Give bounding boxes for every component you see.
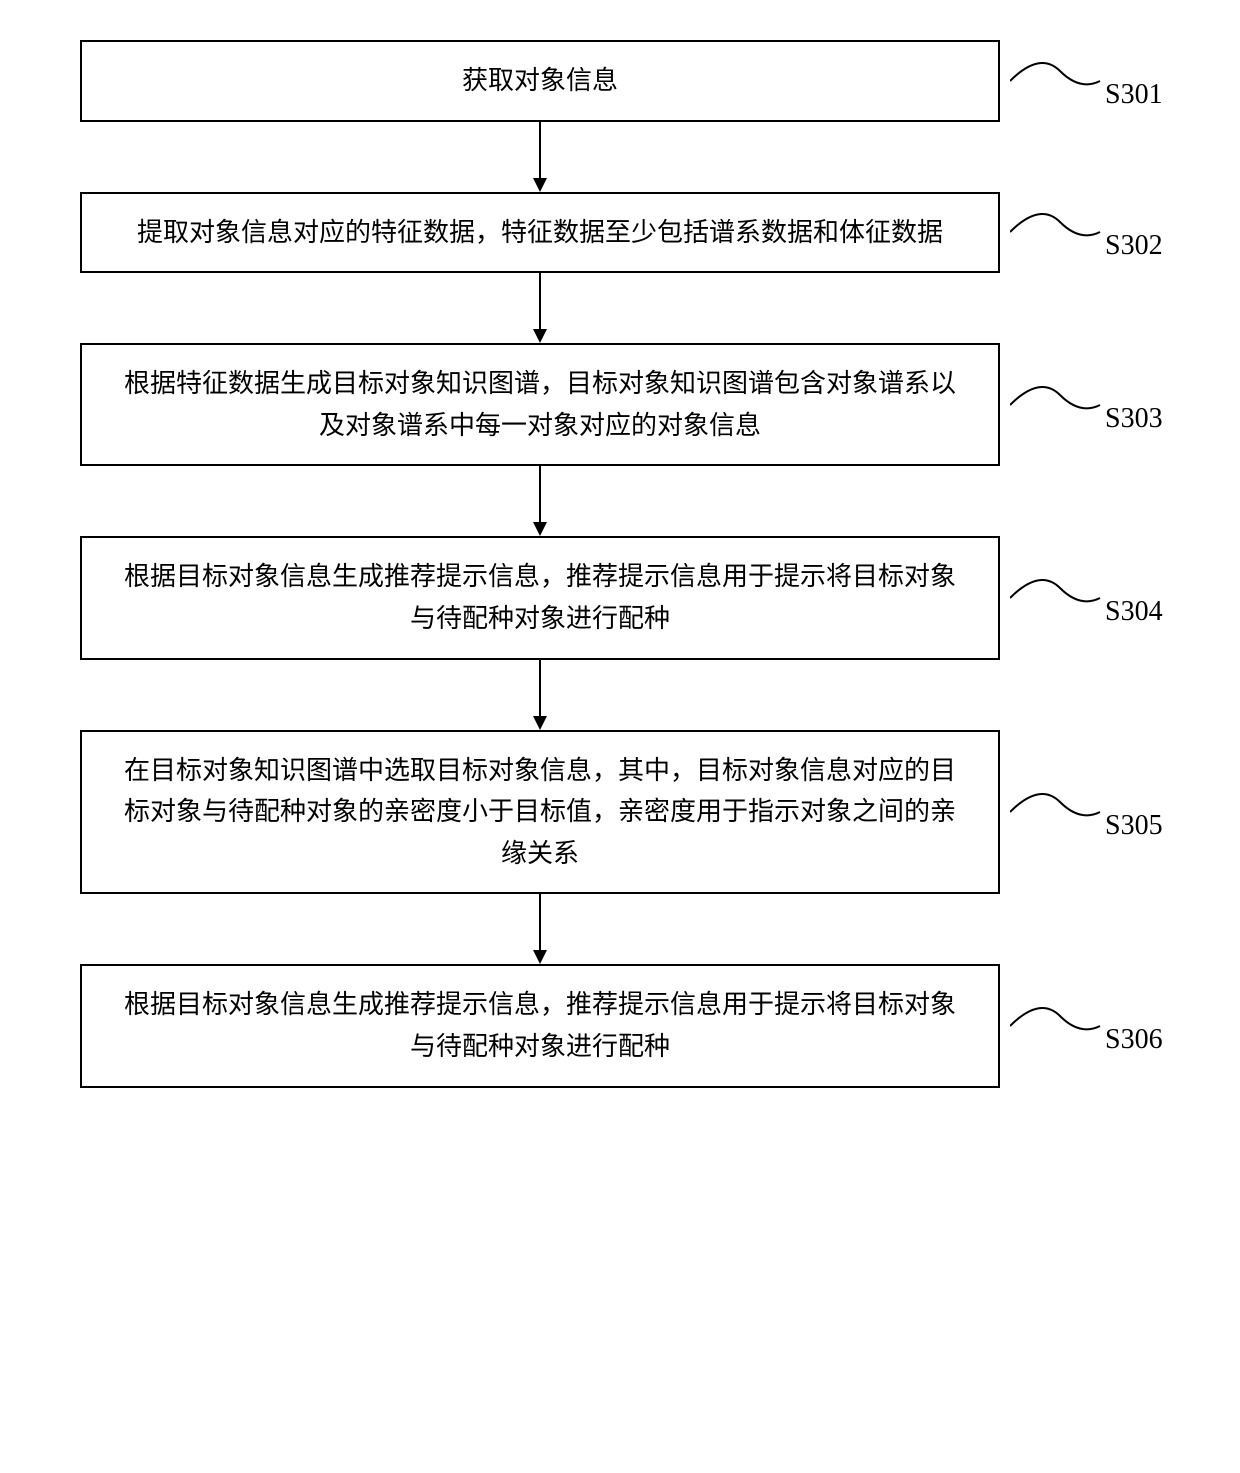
- label-container: S302: [1010, 202, 1210, 262]
- label-container: S304: [1010, 568, 1210, 628]
- step-row: 根据目标对象信息生成推荐提示信息，推荐提示信息用于提示将目标对象与待配种对象进行…: [20, 964, 1220, 1087]
- step-text: 在目标对象知识图谱中选取目标对象信息，其中，目标对象信息对应的目标对象与待配种对…: [124, 756, 956, 868]
- arrow-connector: [80, 466, 1000, 536]
- arrow-connector: [80, 122, 1000, 192]
- step-box-s306: 根据目标对象信息生成推荐提示信息，推荐提示信息用于提示将目标对象与待配种对象进行…: [80, 964, 1000, 1087]
- curve-connector: [1010, 996, 1110, 1056]
- label-container: S301: [1010, 51, 1210, 111]
- step-row: 在目标对象知识图谱中选取目标对象信息，其中，目标对象信息对应的目标对象与待配种对…: [20, 730, 1220, 895]
- step-box-s302: 提取对象信息对应的特征数据，特征数据至少包括谱系数据和体征数据: [80, 192, 1000, 274]
- step-row: 提取对象信息对应的特征数据，特征数据至少包括谱系数据和体征数据 S302: [20, 192, 1220, 274]
- label-container: S306: [1010, 996, 1210, 1056]
- step-text: 获取对象信息: [462, 66, 618, 95]
- step-label: S303: [1105, 403, 1163, 435]
- step-label: S304: [1105, 596, 1163, 628]
- label-container: S305: [1010, 782, 1210, 842]
- arrow-connector: [80, 660, 1000, 730]
- step-text: 根据特征数据生成目标对象知识图谱，目标对象知识图谱包含对象谱系以及对象谱系中每一…: [124, 369, 956, 440]
- curve-connector: [1010, 51, 1110, 111]
- curve-connector: [1010, 375, 1110, 435]
- arrow-connector: [80, 273, 1000, 343]
- step-text: 根据目标对象信息生成推荐提示信息，推荐提示信息用于提示将目标对象与待配种对象进行…: [124, 990, 956, 1061]
- step-label: S301: [1105, 79, 1163, 111]
- step-box-s305: 在目标对象知识图谱中选取目标对象信息，其中，目标对象信息对应的目标对象与待配种对…: [80, 730, 1000, 895]
- curve-connector: [1010, 782, 1110, 842]
- arrow-connector: [80, 894, 1000, 964]
- step-box-s304: 根据目标对象信息生成推荐提示信息，推荐提示信息用于提示将目标对象与待配种对象进行…: [80, 536, 1000, 659]
- step-text: 提取对象信息对应的特征数据，特征数据至少包括谱系数据和体征数据: [137, 218, 943, 247]
- curve-connector: [1010, 202, 1110, 262]
- label-container: S303: [1010, 375, 1210, 435]
- step-box-s303: 根据特征数据生成目标对象知识图谱，目标对象知识图谱包含对象谱系以及对象谱系中每一…: [80, 343, 1000, 466]
- flowchart-container: 获取对象信息 S301 提取对象信息对应的特征数据，特征数据至少包括谱系数据和体…: [20, 40, 1220, 1088]
- curve-connector: [1010, 568, 1110, 628]
- step-row: 根据特征数据生成目标对象知识图谱，目标对象知识图谱包含对象谱系以及对象谱系中每一…: [20, 343, 1220, 466]
- step-text: 根据目标对象信息生成推荐提示信息，推荐提示信息用于提示将目标对象与待配种对象进行…: [124, 562, 956, 633]
- step-label: S302: [1105, 230, 1163, 262]
- step-row: 根据目标对象信息生成推荐提示信息，推荐提示信息用于提示将目标对象与待配种对象进行…: [20, 536, 1220, 659]
- step-label: S306: [1105, 1024, 1163, 1056]
- step-box-s301: 获取对象信息: [80, 40, 1000, 122]
- step-row: 获取对象信息 S301: [20, 40, 1220, 122]
- step-label: S305: [1105, 810, 1163, 842]
